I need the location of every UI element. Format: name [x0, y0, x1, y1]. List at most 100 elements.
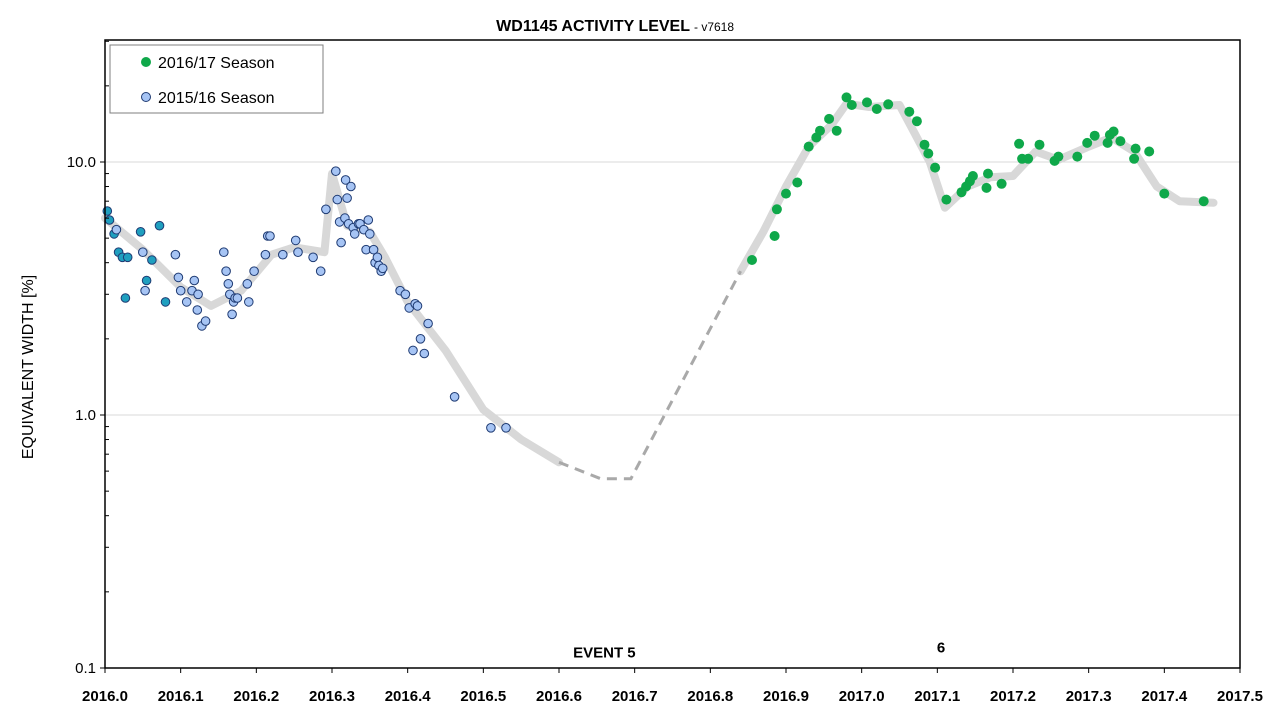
x-tick-label: 2016.9	[763, 688, 809, 705]
data-point-2016-17	[1130, 143, 1141, 154]
data-point-2016-17	[841, 92, 852, 103]
data-point-2015-16	[315, 266, 326, 277]
data-point-2015-16	[308, 252, 318, 263]
data-point-2015-16	[412, 301, 423, 311]
data-point-2016-17	[923, 148, 934, 159]
data-point-2015-16	[221, 266, 231, 277]
data-point-2015-16	[423, 318, 433, 329]
axis-ticks: 2016.0 2016.1 2016.2 2016.3 2016.4 2016.5 2016…	[67, 40, 1263, 705]
data-point-2016-17	[1108, 126, 1119, 137]
x-tick-label: 2016.6	[536, 688, 582, 705]
x-tick-label: 2017.5	[1217, 688, 1263, 705]
data-point-2016-17	[1198, 196, 1209, 207]
data-point-2016-17	[1089, 130, 1100, 141]
data-point-2015-16	[501, 423, 511, 433]
x-tick-label: 2016.3	[309, 688, 355, 705]
x-tick-label: 2016.1	[158, 688, 204, 705]
data-point-2015-16	[223, 279, 234, 289]
data-point-2016-17	[1034, 139, 1045, 150]
data-point-2015-16	[278, 249, 288, 260]
data-point-2015-16	[260, 249, 271, 260]
x-tick-label: 2017.4	[1141, 688, 1188, 705]
data-point-2016-17	[824, 113, 835, 124]
data-point-2016-17	[981, 182, 992, 193]
data-point-2015-16	[336, 237, 346, 248]
annotation-6: 6	[937, 640, 945, 657]
legend-marker-2015-16	[141, 92, 151, 102]
trend-line-dashed	[558, 270, 742, 481]
data-point-2015-16	[449, 392, 460, 402]
x-tick-label: 2016.4	[385, 688, 432, 705]
data-point-2015-16	[377, 263, 388, 274]
x-tick-label: 2016.7	[612, 688, 658, 705]
data-point-2015-16	[219, 247, 229, 257]
data-point-2015-16	[293, 247, 303, 257]
data-point-2015-16	[200, 316, 211, 326]
legend-label-2015-16: 2015/16 Season	[158, 90, 275, 107]
data-point-2016-17	[919, 139, 930, 150]
data-point-2015-16	[140, 285, 150, 296]
data-point-2015-16	[363, 215, 374, 225]
data-point-2015-16	[242, 279, 253, 289]
data-point-2015-16	[332, 194, 343, 205]
legend-label-2016-17: 2016/17 Season	[158, 55, 275, 72]
data-point-2015-16	[154, 220, 165, 231]
data-point-2015-16	[193, 289, 203, 300]
data-point-2016-17	[930, 162, 941, 173]
x-tick-label: 2016.5	[460, 688, 506, 705]
data-point-2016-17	[771, 204, 782, 215]
data-point-2016-17	[996, 178, 1007, 189]
data-point-2015-16	[346, 181, 356, 192]
data-point-2015-16	[340, 175, 351, 185]
legend: 2016/17 Season 2015/16 Season	[109, 44, 324, 114]
data-point-2015-16	[244, 297, 254, 307]
x-tick-label: 2017.3	[1066, 688, 1112, 705]
data-point-2016-17	[792, 177, 803, 188]
data-point-2015-16	[160, 297, 171, 307]
data-point-2015-16	[372, 252, 383, 263]
data-point-2016-17	[1115, 136, 1126, 147]
data-point-2015-16	[368, 244, 379, 255]
data-point-2016-17	[983, 168, 993, 179]
data-point-2015-16	[419, 348, 430, 359]
data-point-2015-16	[290, 235, 301, 246]
data-point-2016-17	[1102, 137, 1113, 148]
y-axis-label: EQUIVALENT WIDTH [%]	[20, 275, 37, 459]
data-point-2015-16	[415, 334, 426, 344]
data-point-2016-17	[846, 100, 857, 110]
data-point-2015-16	[321, 204, 331, 215]
data-point-2015-16	[175, 285, 186, 296]
data-point-2015-16	[189, 275, 200, 286]
data-point-2015-16	[147, 255, 157, 265]
chart-subtitle: - v7618	[694, 20, 734, 34]
data-point-2016-17	[904, 106, 915, 117]
data-point-2016-17	[1144, 146, 1155, 157]
x-tick-label: 2016.2	[233, 688, 279, 705]
x-tick-label: 2016.0	[82, 688, 128, 705]
data-point-2015-16	[331, 166, 341, 176]
data-points	[102, 92, 1209, 433]
data-point-2015-16	[170, 249, 181, 260]
data-point-2015-16	[135, 227, 146, 237]
data-point-2016-17	[769, 231, 780, 241]
data-point-2015-16	[342, 193, 352, 203]
data-point-2016-17	[883, 99, 894, 110]
data-point-2016-17	[862, 97, 872, 108]
data-point-2015-16	[408, 345, 418, 356]
x-tick-label: 2016.8	[687, 688, 733, 705]
data-point-2015-16	[122, 252, 133, 263]
data-point-2016-17	[1129, 153, 1140, 164]
data-point-2015-16	[349, 229, 360, 239]
data-point-2016-17	[747, 255, 757, 265]
data-point-2016-17	[871, 104, 882, 114]
data-point-2016-17	[803, 141, 814, 152]
data-point-2016-17	[941, 194, 952, 205]
x-tick-label: 2017.2	[990, 688, 1036, 705]
x-tick-label: 2017.0	[839, 688, 885, 705]
data-point-2015-16	[265, 231, 275, 241]
data-point-2016-17	[1072, 151, 1083, 162]
y-tick-label: 1.0	[75, 407, 96, 424]
data-point-2015-16	[138, 247, 148, 257]
data-point-2016-17	[1023, 153, 1034, 164]
